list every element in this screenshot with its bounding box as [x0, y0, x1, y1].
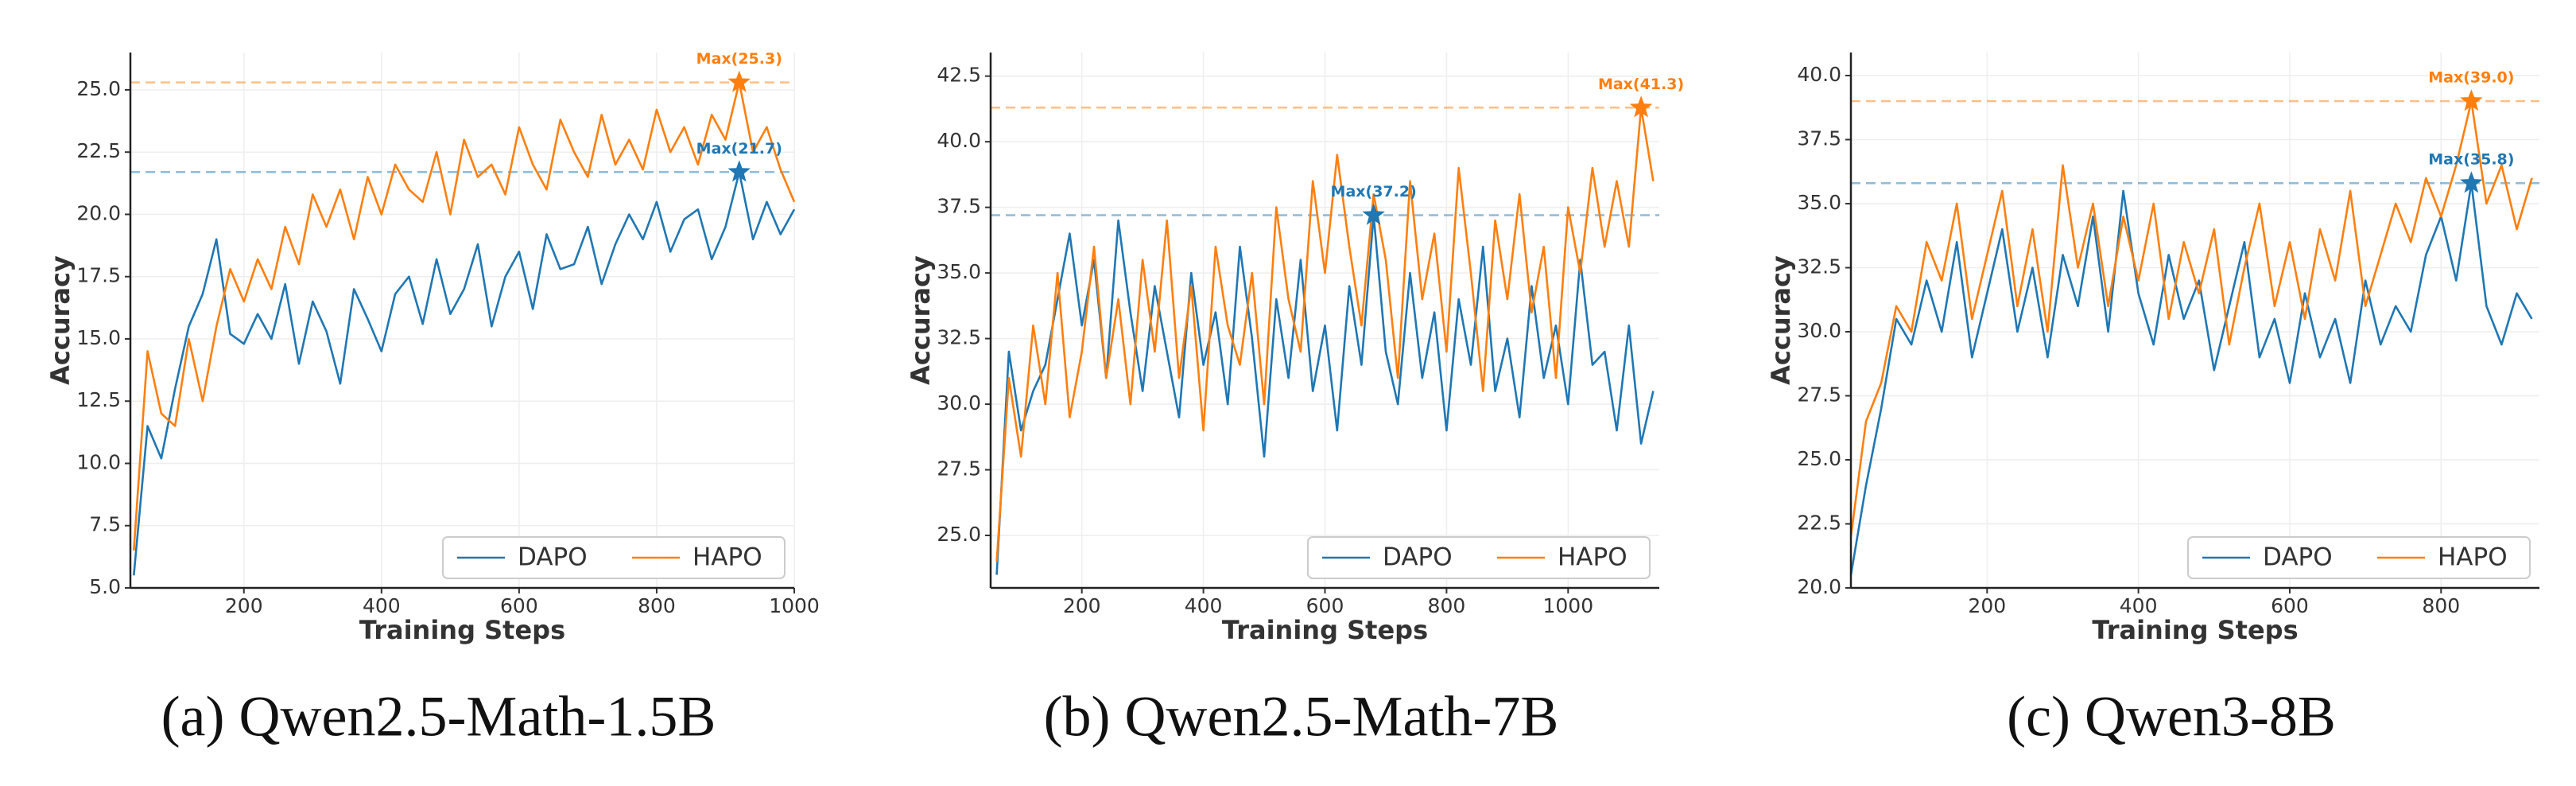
y-tick-label: 20.0 [76, 201, 121, 224]
y-tick-label: 10.0 [76, 450, 121, 473]
x-tick-label: 200 [225, 594, 263, 617]
y-tick-label: 42.5 [937, 64, 981, 87]
y-tick-label: 25.0 [76, 77, 121, 100]
series-line [1849, 99, 2533, 537]
annotation: Max(41.3) [1598, 76, 1684, 93]
max-marker [2460, 89, 2483, 111]
x-tick-label: 600 [500, 594, 538, 617]
series-line [133, 171, 796, 576]
y-axis-label: Accuracy [45, 255, 76, 385]
annotation: Max(25.3) [696, 50, 782, 68]
x-tick-label: 600 [1306, 594, 1344, 617]
subplot: 20.0 22.5 25.0 27.5 30.0 32.5 35.0 37.5 40.0 200 4… [1766, 53, 2539, 749]
legend-label: HAPO [692, 543, 762, 572]
y-tick-label: 32.5 [937, 326, 981, 349]
x-tick-label: 400 [363, 594, 401, 617]
caption: (b) Qwen2.5-Math-7B [1044, 685, 1559, 749]
x-tick-label: 800 [2422, 594, 2460, 617]
x-tick-label: 600 [2271, 594, 2309, 617]
y-tick-label: 27.5 [937, 457, 981, 481]
legend-box [2187, 536, 2531, 579]
annotation: Max(21.7) [696, 140, 782, 158]
x-axis-label: Training Steps [359, 615, 565, 645]
series-line [1849, 181, 2533, 576]
series-line [133, 81, 796, 551]
y-tick-label: 30.0 [1797, 319, 1841, 342]
y-tick-label: 32.5 [1797, 255, 1841, 278]
x-tick-label: 1000 [769, 594, 820, 617]
max-marker [727, 70, 751, 92]
x-tick-label: 800 [638, 594, 676, 617]
caption: (a) Qwen2.5-Math-1.5B [161, 685, 716, 749]
subplot: 5.0 7.5 10.0 12.5 15.0 17.5 20.0 22.5 25.0 200 400… [45, 50, 820, 748]
y-tick-label: 25.0 [937, 523, 981, 546]
y-tick-label: 20.0 [1797, 575, 1841, 598]
legend-label: DAPO [1383, 543, 1453, 572]
series-line [995, 107, 1655, 562]
y-tick-label: 22.5 [1797, 511, 1841, 534]
x-tick-label: 200 [1968, 594, 2006, 617]
y-tick-label: 35.0 [1797, 191, 1841, 214]
y-tick-label: 17.5 [76, 264, 121, 287]
y-tick-label: 35.0 [937, 260, 981, 283]
y-tick-label: 37.5 [1797, 126, 1841, 150]
legend-label: DAPO [518, 543, 588, 572]
annotation: Max(37.2) [1331, 183, 1417, 200]
max-marker [2460, 171, 2483, 193]
y-tick-label: 12.5 [76, 388, 121, 411]
legend-box [442, 536, 786, 579]
y-tick-label: 15.0 [76, 326, 121, 349]
subplot: 25.0 27.5 30.0 32.5 35.0 37.5 40.0 42.5 200 400 60… [906, 53, 1684, 749]
x-tick-label: 1000 [1543, 594, 1594, 617]
y-tick-label: 27.5 [1797, 383, 1841, 406]
y-tick-label: 40.0 [1797, 63, 1841, 86]
y-axis-label: Accuracy [1766, 255, 1796, 385]
legend-label: HAPO [1558, 543, 1627, 572]
x-tick-label: 200 [1063, 594, 1101, 617]
legend-box [1307, 536, 1651, 579]
annotation: Max(39.0) [2428, 69, 2514, 87]
legend-label: HAPO [2438, 543, 2508, 572]
y-tick-label: 25.0 [1797, 447, 1841, 470]
y-tick-label: 40.0 [937, 129, 981, 152]
max-marker [1362, 203, 1385, 225]
annotation: Max(35.8) [2428, 151, 2514, 169]
legend-label: DAPO [2263, 543, 2333, 572]
max-marker [1629, 95, 1653, 118]
max-marker [727, 160, 751, 182]
y-tick-label: 5.0 [89, 575, 121, 598]
y-axis-label: Accuracy [906, 255, 936, 385]
y-tick-label: 30.0 [937, 391, 981, 414]
x-tick-label: 400 [1185, 594, 1223, 617]
caption: (c) Qwen3-8B [2007, 685, 2336, 749]
y-tick-label: 37.5 [937, 195, 981, 218]
x-axis-label: Training Steps [1222, 615, 1428, 645]
x-tick-label: 800 [1428, 594, 1466, 617]
x-axis-label: Training Steps [2092, 615, 2298, 645]
x-tick-label: 400 [2120, 594, 2158, 617]
y-tick-label: 7.5 [89, 513, 121, 536]
y-tick-label: 22.5 [76, 139, 121, 162]
